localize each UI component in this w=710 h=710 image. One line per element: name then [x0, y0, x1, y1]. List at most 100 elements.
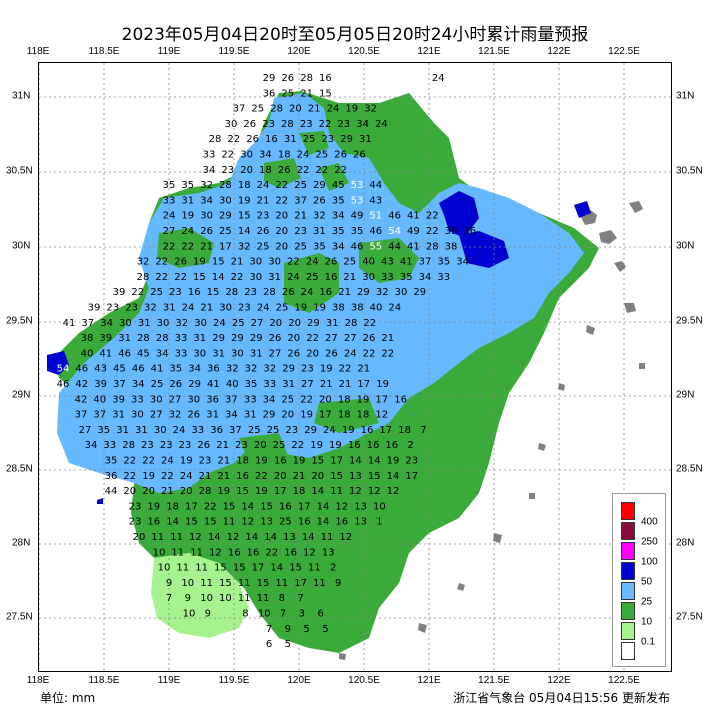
rainfall-value: 16 [385, 440, 398, 451]
rainfall-value: 20 [254, 440, 267, 451]
rainfall-value: 22 [275, 195, 288, 206]
rainfall-value: 25 [281, 394, 294, 405]
rainfall-value: 18 [293, 486, 306, 497]
rainfall-value: 11 [176, 563, 189, 574]
rainfall-value: 17 [375, 394, 388, 405]
rainfall-value: 29 [304, 425, 317, 436]
rainfall-value: 30 [249, 257, 262, 268]
rainfall-value: 13 [283, 532, 296, 543]
rainfall-value: 10 [219, 593, 232, 604]
rainfall-value: 15 [238, 211, 251, 222]
rainfall-value: 36 [206, 394, 219, 405]
rainfall-value: 14 [317, 501, 330, 512]
rainfall-value: 22 [275, 180, 288, 191]
rainfall-value: 1 [376, 517, 382, 528]
rainfall-value: 21 [217, 471, 230, 482]
rainfall-value: 39 [113, 287, 126, 298]
rainfall-value: 51 [369, 211, 382, 222]
rainfall-value: 32 [169, 410, 182, 421]
rainfall-value: 39 [99, 333, 112, 344]
rainfall-value: 16 [279, 501, 292, 512]
rainfall-value: 20 [240, 165, 253, 176]
rainfall-value: 28 [263, 287, 276, 298]
rainfall-value: 44 [388, 241, 401, 252]
rainfall-value: 31 [138, 318, 151, 329]
rainfall-value: 23 [294, 226, 307, 237]
rainfall-value: 33 [175, 348, 188, 359]
rainfall-value: 29 [413, 287, 426, 298]
rainfall-value: 23 [106, 303, 119, 314]
offshore-islands [339, 201, 645, 660]
legend-swatch [621, 542, 635, 560]
rainfall-value: 43 [369, 195, 382, 206]
rainfall-value: 24 [163, 211, 176, 222]
rainfall-value: 25 [303, 134, 316, 145]
lat-label-right: 28N [676, 537, 695, 549]
rainfall-value: 22 [204, 501, 217, 512]
lon-label-top: 120.5E [348, 46, 380, 57]
legend-swatch [621, 602, 635, 620]
rainfall-value: 29 [307, 318, 320, 329]
rainfall-value: 19 [217, 486, 230, 497]
rainfall-value: 32 [226, 364, 239, 375]
rainfall-value: 28 [225, 287, 238, 298]
rainfall-value: 20 [133, 532, 146, 543]
lat-label-left: 30.5N [6, 165, 33, 177]
rainfall-value: 19 [310, 440, 323, 451]
rainfall-value: 25 [306, 272, 319, 283]
rainfall-value: 12 [387, 486, 400, 497]
rainfall-value: 22 [381, 348, 394, 359]
rainfall-value: 11 [275, 578, 288, 589]
lon-label-top: 122E [547, 46, 571, 57]
rainfall-value: 33 [244, 394, 257, 405]
rainfall-value: 20 [275, 241, 288, 252]
rainfall-value: 16 [325, 272, 338, 283]
rainfall-value: 21 [217, 456, 230, 467]
rainfall-value: 19 [193, 257, 206, 268]
rainfall-value: 22 [227, 134, 240, 145]
rainfall-value: 20 [180, 486, 193, 497]
rainfall-value: 14 [166, 517, 179, 528]
rainfall-value: 16 [236, 471, 249, 482]
rainfall-value: 25 [251, 104, 264, 115]
rainfall-value: 11 [151, 532, 164, 543]
rainfall-value: 16 [188, 287, 201, 298]
rainfall-value: 30 [268, 257, 281, 268]
rainfall-value: 20 [275, 226, 288, 237]
rainfall-value: 22 [297, 165, 310, 176]
rainfall-value: 15 [204, 517, 217, 528]
rainfall-value: 22 [426, 226, 439, 237]
rainfall-value: 31 [212, 348, 225, 359]
rainfall-value: 28 [270, 104, 283, 115]
rainfall-value: 29 [250, 333, 263, 344]
rainfall-value: 25 [294, 241, 307, 252]
rainfall-value: 27 [163, 226, 176, 237]
rainfall-value: 25 [276, 303, 289, 314]
lat-label-left: 28N [12, 537, 31, 549]
rainfall-value: 23 [199, 456, 212, 467]
rainfall-value: 28 [219, 180, 232, 191]
legend-swatch [621, 642, 635, 660]
rainfall-value: 19 [320, 364, 333, 375]
rainfall-value: 41 [63, 318, 76, 329]
rainfall-value: 17 [219, 241, 232, 252]
rainfall-value: 41 [151, 364, 164, 375]
rainfall-value: 32 [263, 364, 276, 375]
rainfall-value: 33 [191, 425, 204, 436]
rainfall-value: 34 [200, 195, 213, 206]
rainfall-value: 28 [300, 73, 313, 84]
lat-label-left: 27.5N [6, 611, 33, 623]
rainfall-value: 23 [160, 440, 173, 451]
rainfall-value: 19 [376, 379, 389, 390]
legend-swatch [621, 582, 635, 600]
rainfall-value: 41 [207, 379, 220, 390]
rainfall-value: 11 [223, 517, 236, 528]
rainfall-value: 29 [188, 379, 201, 390]
rainfall-value: 15 [236, 486, 249, 497]
rainfall-value: 19 [147, 501, 160, 512]
rainfall-value: 46 [118, 348, 131, 359]
rainfall-value: 9 [185, 593, 191, 604]
rainfall-value: 14 [368, 456, 381, 467]
rainfall-value: 22 [339, 364, 352, 375]
rainfall-value: 20 [281, 410, 294, 421]
